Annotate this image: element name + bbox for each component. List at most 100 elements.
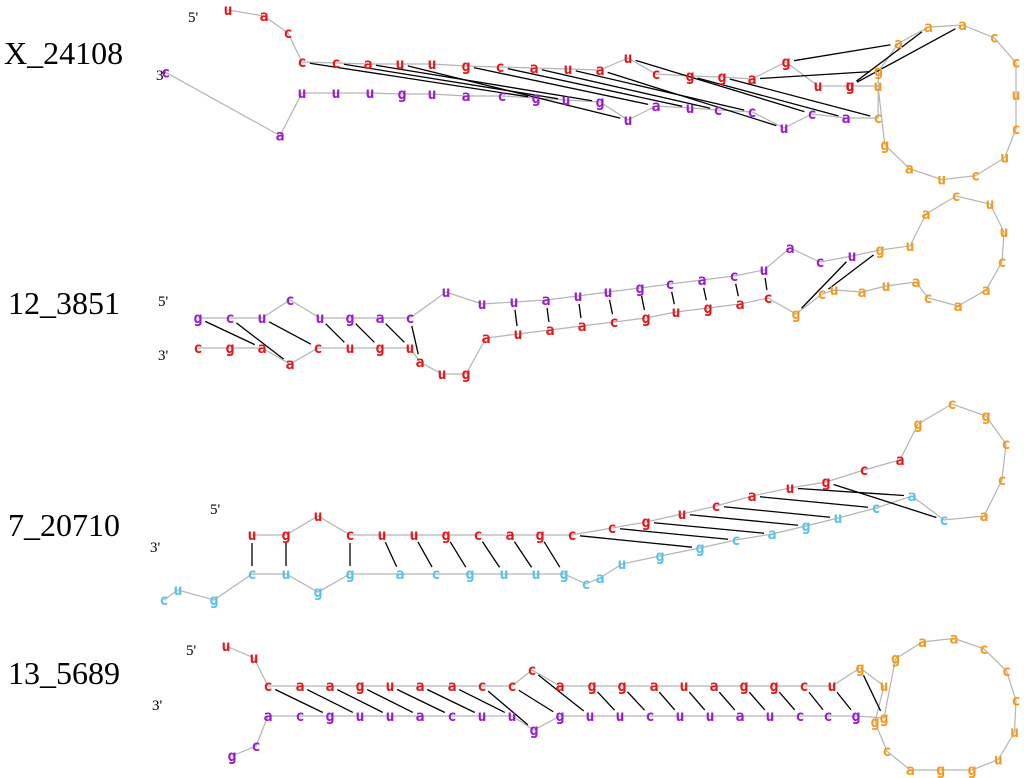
nucleotide-a: a (595, 61, 604, 79)
base-pair-bond (759, 496, 869, 508)
nucleotide-u: u (173, 581, 182, 599)
nucleotide-a: a (907, 487, 916, 505)
nucleotide-u: u (507, 707, 516, 725)
nucleotide-g: g (397, 85, 406, 103)
nucleotide-c: c (817, 285, 826, 303)
nucleotide-c: c (263, 677, 272, 695)
nucleotide-c: c (951, 187, 960, 205)
nucleotide-g: g (441, 526, 450, 544)
nucleotide-a: a (911, 273, 920, 291)
base-pair-bond (513, 541, 533, 568)
nucleotide-u: u (623, 111, 632, 129)
nucleotide-c: c (193, 339, 202, 357)
nucleotide-c: c (313, 339, 322, 357)
nucleotide-g: g (936, 761, 945, 778)
base-pair-bond (417, 541, 433, 568)
nucleotide-c: c (665, 275, 674, 293)
nucleotide-c: c (871, 499, 880, 517)
nucleotide-c: c (939, 511, 948, 529)
base-pair-bond (856, 28, 956, 83)
nucleotide-c: c (405, 309, 414, 327)
nucleotide-a: a (841, 109, 850, 127)
nucleotide-c: c (1002, 662, 1011, 680)
base-pair-bond (396, 688, 446, 714)
nucleotide-u: u (679, 677, 688, 695)
nucleotide-u: u (617, 555, 626, 573)
base-pair-bond (697, 77, 839, 117)
nucleotide-c: c (731, 531, 740, 549)
base-pair-bond (336, 688, 384, 714)
nucleotide-u: u (881, 277, 890, 295)
nucleotide-u: u (827, 677, 836, 695)
base-pair-bond (384, 541, 398, 568)
nucleotide-g: g (855, 659, 864, 677)
base-pair-bond (808, 691, 824, 711)
nucleotide-c: c (477, 677, 486, 695)
structure-label: 7_20710 (8, 507, 120, 543)
base-pair-bond (827, 254, 875, 290)
nucleotide-a: a (949, 629, 958, 647)
nucleotide-g: g (913, 415, 922, 433)
nucleotide-u: u (603, 283, 612, 301)
nucleotide-g: g (845, 77, 854, 95)
nucleotide-u: u (879, 677, 888, 695)
nucleotide-c: c (807, 105, 816, 123)
nucleotide-u: u (1000, 149, 1009, 167)
nucleotide-c: c (295, 707, 304, 725)
nucleotide-u: u (313, 507, 322, 525)
nucleotide-g: g (535, 526, 544, 544)
nucleotide-a: a (895, 451, 904, 469)
nucleotide-g: g (345, 565, 354, 583)
base-pair-bond (235, 322, 285, 360)
nucleotide-a: a (735, 707, 744, 725)
base-pair-bond (458, 688, 506, 714)
base-pair-bond (375, 64, 593, 102)
nucleotide-g: g (880, 136, 889, 154)
nucleotide-g: g (559, 565, 568, 583)
nucleotide-u: u (994, 750, 1003, 768)
nucleotide-c: c (651, 65, 660, 83)
five-prime-label: 5' (186, 643, 197, 659)
nucleotide-u: u (847, 247, 856, 265)
base-pair-bond (481, 541, 501, 568)
base-pair-bond (718, 691, 736, 711)
nucleotide-u: u (427, 85, 436, 103)
nucleotide-g: g (465, 565, 474, 583)
nucleotide-g: g (345, 309, 354, 327)
nucleotide-g: g (874, 62, 883, 80)
nucleotide-a: a (285, 355, 294, 373)
five-prime-label: 5' (188, 10, 199, 26)
nucleotide-g: g (703, 299, 712, 317)
nucleotide-u: u (513, 325, 522, 343)
nucleotide-u: u (561, 91, 570, 109)
base-pair-bond (343, 63, 559, 100)
base-pair-bond (596, 691, 616, 711)
nucleotide-u: u (833, 509, 842, 527)
backbone-line (165, 9, 1017, 181)
base-pair-bond (204, 320, 256, 346)
nucleotide-a: a (275, 127, 284, 145)
base-pair-bond (543, 541, 561, 568)
five-prime-label: 5' (158, 294, 169, 310)
nucleotide-a: a (953, 297, 962, 315)
three-prime-label: 3' (158, 348, 169, 364)
base-pair-bond (385, 323, 405, 343)
nucleotide-u: u (563, 60, 572, 78)
nucleotide-a: a (958, 16, 967, 34)
nucleotide-a: a (921, 205, 930, 223)
nucleotide-c: c (997, 471, 1006, 489)
nucleotide-a: a (325, 677, 334, 695)
base-pair-bond (689, 514, 799, 526)
base-pair-bond (537, 674, 585, 712)
five-prime-label: 5' (210, 502, 221, 518)
nucleotide-c: c (283, 24, 292, 42)
nucleotide-g: g (355, 677, 364, 695)
structure-label: 13_5689 (8, 655, 120, 691)
nucleotide-u: u (509, 293, 518, 311)
nucleotide-g: g (791, 305, 800, 323)
structure-13-5689: 13_5689 5' 3' uuc a a g u a a c cca g g a u a g g c ugugc… (8, 629, 1021, 778)
nucleotide-u: u (623, 49, 632, 67)
base-pair-bond (366, 688, 414, 714)
nucleotide-u: u (477, 295, 486, 313)
nucleotide-c: c (823, 707, 832, 725)
